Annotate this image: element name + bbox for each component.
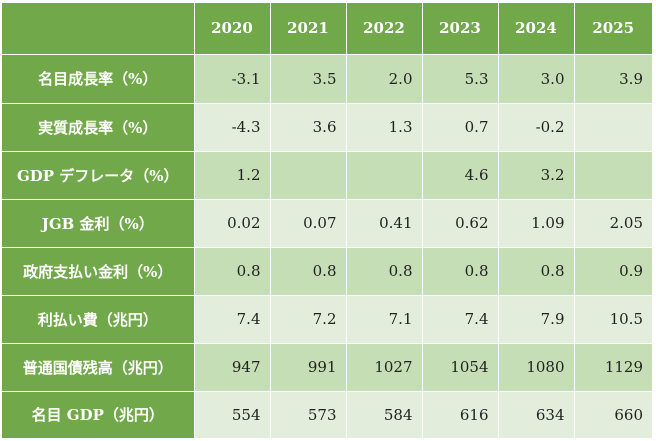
- table-row: 名目 GDP（兆円） 554 573 584 616 634 660: [2, 391, 652, 439]
- empty-value-cell: [346, 151, 423, 200]
- row-label: 政府支払い金利（%）: [2, 247, 195, 296]
- year-header: 2025: [574, 3, 652, 55]
- value-cell: 554: [194, 391, 271, 439]
- value-cell: 1.2: [194, 151, 271, 200]
- value-cell: 616: [422, 391, 499, 439]
- year-header: 2020: [194, 3, 271, 55]
- value-cell: 5.3: [422, 54, 499, 104]
- value-cell: 1054: [422, 343, 499, 392]
- year-header: 2023: [422, 3, 499, 55]
- empty-value-cell: [574, 151, 652, 200]
- value-cell: 7.2: [270, 295, 347, 344]
- value-cell: 0.62: [422, 199, 499, 248]
- value-cell: 2.05: [574, 199, 652, 248]
- value-cell: 10.5: [574, 295, 652, 344]
- value-cell: 1129: [574, 343, 652, 392]
- value-cell: 0.8: [346, 247, 423, 296]
- value-cell: 4.6: [422, 151, 499, 200]
- header-corner-cell: [2, 3, 195, 55]
- value-cell: -3.1: [194, 54, 271, 104]
- value-cell: 0.8: [270, 247, 347, 296]
- value-cell: 1.09: [498, 199, 575, 248]
- value-cell: -0.2: [498, 103, 575, 152]
- table-row: 実質成長率（%） -4.3 3.6 1.3 0.7 -0.2: [2, 103, 652, 152]
- value-cell: 3.6: [270, 103, 347, 152]
- row-label: 名目 GDP（兆円）: [2, 391, 195, 439]
- data-table-container: 2020 2021 2022 2023 2024 2025 名目成長率（%） -…: [2, 3, 652, 439]
- value-cell: 2.0: [346, 54, 423, 104]
- year-header: 2022: [346, 3, 423, 55]
- table-row: 政府支払い金利（%） 0.8 0.8 0.8 0.8 0.8 0.9: [2, 247, 652, 296]
- value-cell: 1080: [498, 343, 575, 392]
- row-label: 普通国債残高（兆円）: [2, 343, 195, 392]
- table-row: GDP デフレータ（%） 1.2 4.6 3.2: [2, 151, 652, 200]
- value-cell: 1027: [346, 343, 423, 392]
- table-row: JGB 金利（%） 0.02 0.07 0.41 0.62 1.09 2.05: [2, 199, 652, 248]
- empty-value-cell: [270, 151, 347, 200]
- row-label: JGB 金利（%）: [2, 199, 195, 248]
- economic-indicators-table: 2020 2021 2022 2023 2024 2025 名目成長率（%） -…: [2, 3, 652, 439]
- empty-value-cell: [574, 103, 652, 152]
- value-cell: 0.8: [498, 247, 575, 296]
- value-cell: 7.4: [194, 295, 271, 344]
- header-row: 2020 2021 2022 2023 2024 2025: [2, 3, 652, 55]
- value-cell: 947: [194, 343, 271, 392]
- value-cell: 0.02: [194, 199, 271, 248]
- value-cell: 0.07: [270, 199, 347, 248]
- table-row: 名目成長率（%） -3.1 3.5 2.0 5.3 3.0 3.9: [2, 54, 652, 104]
- value-cell: 634: [498, 391, 575, 439]
- value-cell: 573: [270, 391, 347, 439]
- value-cell: 7.4: [422, 295, 499, 344]
- value-cell: -4.3: [194, 103, 271, 152]
- value-cell: 1.3: [346, 103, 423, 152]
- value-cell: 0.8: [194, 247, 271, 296]
- value-cell: 0.41: [346, 199, 423, 248]
- value-cell: 3.9: [574, 54, 652, 104]
- row-label: 名目成長率（%）: [2, 54, 195, 104]
- value-cell: 0.8: [422, 247, 499, 296]
- value-cell: 0.7: [422, 103, 499, 152]
- value-cell: 3.0: [498, 54, 575, 104]
- table-row: 普通国債残高（兆円） 947 991 1027 1054 1080 1129: [2, 343, 652, 392]
- value-cell: 3.2: [498, 151, 575, 200]
- table-row: 利払い費（兆円） 7.4 7.2 7.1 7.4 7.9 10.5: [2, 295, 652, 344]
- row-label: GDP デフレータ（%）: [2, 151, 195, 200]
- value-cell: 7.1: [346, 295, 423, 344]
- year-header: 2024: [498, 3, 575, 55]
- year-header: 2021: [270, 3, 347, 55]
- value-cell: 7.9: [498, 295, 575, 344]
- value-cell: 660: [574, 391, 652, 439]
- value-cell: 0.9: [574, 247, 652, 296]
- value-cell: 3.5: [270, 54, 347, 104]
- value-cell: 584: [346, 391, 423, 439]
- row-label: 実質成長率（%）: [2, 103, 195, 152]
- row-label: 利払い費（兆円）: [2, 295, 195, 344]
- value-cell: 991: [270, 343, 347, 392]
